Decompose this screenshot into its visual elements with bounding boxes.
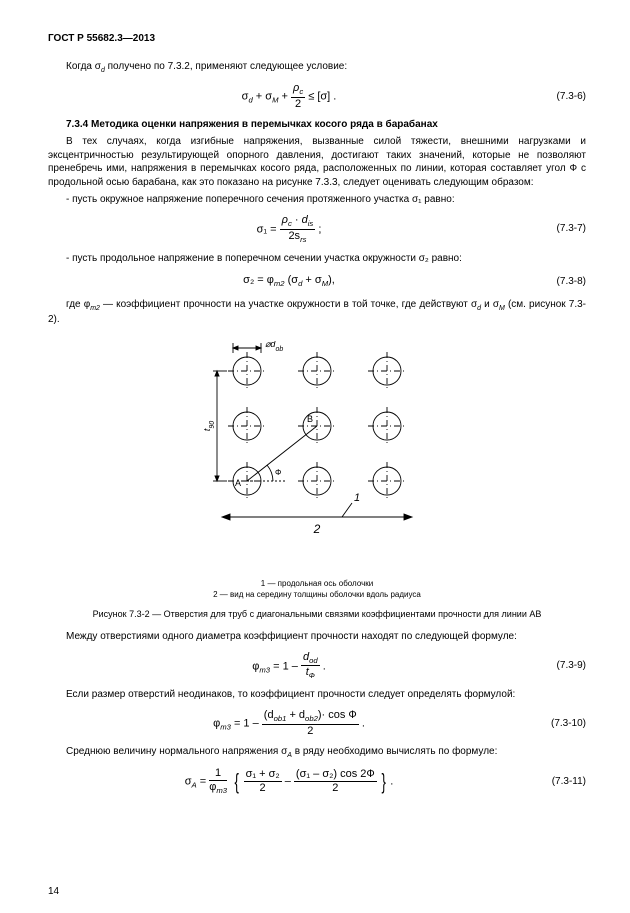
svg-text:t90: t90: [202, 420, 216, 430]
t: .: [390, 776, 393, 788]
equation-7-3-8: σ₂ = φm2 (σd + σM), (7.3-8): [48, 273, 586, 290]
t: 2: [262, 725, 359, 737]
s: ob1: [274, 714, 287, 723]
t: –: [285, 776, 294, 788]
t: (d: [264, 709, 274, 721]
svg-text:B: B: [307, 414, 313, 424]
t: σ: [185, 776, 192, 788]
diagram-svg: ⌀dob t90 A B Φ 1 2: [187, 341, 447, 571]
t: +: [278, 90, 291, 102]
sectitle: Методика оценки напряжения в перемычках …: [91, 119, 438, 130]
t: 2: [294, 782, 377, 794]
t: (σ₁ – σ₂) cos 2Ф: [294, 769, 377, 782]
t: = 1 –: [231, 717, 262, 729]
t: — коэффициент прочности на участке окруж…: [100, 299, 477, 310]
body-para-5: Между отверстиями одного диаметра коэффи…: [48, 630, 586, 644]
body-para-2: - пусть окружное напряжение поперечного …: [48, 193, 586, 207]
txt: получено по 7.3.2, применяют следующее у…: [105, 61, 347, 72]
svg-text:2: 2: [313, 522, 321, 536]
s: rs: [300, 235, 306, 244]
t: = 1 –: [270, 660, 301, 672]
body-para-6: Если размер отверстий неодинаков, то коэ…: [48, 688, 586, 702]
s: ob2: [305, 714, 318, 723]
figure-7-3-2: ⌀dob t90 A B Φ 1 2: [48, 341, 586, 576]
t: (σ: [285, 274, 299, 286]
t: Среднюю величину нормального напряжения …: [66, 746, 287, 757]
t: ≤ [σ] .: [308, 90, 336, 102]
eq-number: (7.3-9): [530, 659, 586, 673]
eq-number: (7.3-11): [530, 775, 586, 789]
equation-7-3-7: σ₁ = ρc · dis 2srs ; (7.3-7): [48, 215, 586, 244]
t: где φ: [66, 299, 90, 310]
t: 2s: [288, 230, 300, 242]
intro-line: Когда σd получено по 7.3.2, применяют сл…: [48, 60, 586, 75]
section-7-3-4-header: 7.3.4 Методика оценки напряжения в перем…: [48, 118, 586, 132]
equation-7-3-9: φm3 = 1 – dodtФ . (7.3-9): [48, 652, 586, 681]
equation-7-3-6: σd + σM + ρc2 ≤ [σ] . (7.3-6): [48, 83, 586, 110]
fd: 2: [291, 98, 305, 110]
s: m2: [274, 279, 285, 288]
eq-number: (7.3-8): [530, 275, 586, 289]
t: ·: [292, 214, 302, 226]
page-number: 14: [48, 886, 59, 897]
eq-number: (7.3-6): [530, 90, 586, 104]
svg-text:1: 1: [354, 492, 360, 504]
t: )· cos Ф: [318, 709, 357, 721]
t: + σ: [253, 90, 272, 102]
t: и σ: [481, 299, 499, 310]
t: ;: [318, 223, 321, 235]
standard-code: ГОСТ Р 55682.3—2013: [48, 32, 586, 46]
equation-7-3-11: σA = 1φm3 { σ₁ + σ₂2 – (σ₁ – σ₂) cos 2Ф2…: [48, 768, 586, 795]
s: m2: [90, 305, 100, 312]
t: .: [323, 660, 326, 672]
s: c: [299, 87, 303, 96]
leg2: 2 — вид на середину толщины оболочки вдо…: [213, 590, 421, 599]
body-para-1: В тех случаях, когда изгибные напряжения…: [48, 135, 586, 189]
t: σ₁ + σ₂: [244, 769, 282, 782]
t: + σ: [302, 274, 321, 286]
txt: Когда σ: [66, 61, 101, 72]
t: ),: [328, 274, 335, 286]
t: .: [362, 717, 365, 729]
s: Ф: [309, 672, 315, 681]
s: od: [309, 656, 318, 665]
eq-number: (7.3-7): [530, 222, 586, 236]
t: =: [197, 776, 210, 788]
body-para-3: - пусть продольное напряжение в поперечн…: [48, 252, 586, 266]
t: + d: [286, 709, 305, 721]
svg-text:A: A: [235, 478, 241, 488]
s: m3: [259, 665, 270, 674]
svg-text:Φ: Φ: [275, 468, 281, 477]
equation-7-3-10: φm3 = 1 – (dob1 + dob2)· cos Ф2 . (7.3-1…: [48, 710, 586, 737]
leg1: 1 — продольная ось оболочки: [261, 579, 373, 588]
s: is: [308, 219, 314, 228]
t: 1: [209, 768, 227, 781]
eq-number: (7.3-10): [530, 717, 586, 731]
svg-text:⌀dob: ⌀dob: [265, 341, 283, 353]
t: σ₂ = φ: [243, 274, 274, 286]
t: 2: [244, 782, 282, 794]
s: m3: [216, 786, 227, 795]
figure-caption: Рисунок 7.3-2 — Отверстия для труб с диа…: [48, 608, 586, 620]
s: m3: [220, 722, 231, 731]
t: в ряду необходимо вычислять по формуле:: [292, 746, 497, 757]
body-para-4: где φm2 — коэффициент прочности на участ…: [48, 298, 586, 327]
body-para-7: Среднюю величину нормального напряжения …: [48, 745, 586, 760]
secnum: 7.3.4: [66, 119, 91, 130]
t: σ₁ =: [257, 223, 280, 235]
figure-legend: 1 — продольная ось оболочки 2 — вид на с…: [48, 579, 586, 600]
